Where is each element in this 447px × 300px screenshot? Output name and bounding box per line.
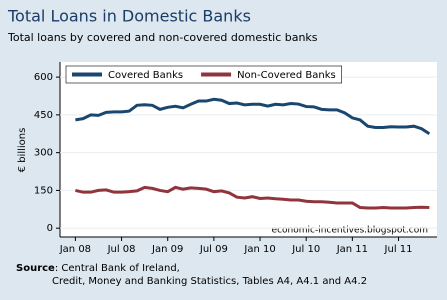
x-tick-label: Jan 10 [243, 244, 275, 255]
y-tick-label: 300 [34, 148, 53, 159]
annotation: economic-incentives.blogspot.com [272, 226, 428, 236]
source-line: : Central Bank of Ireland, [55, 263, 180, 274]
x-tick-label: Jan 09 [151, 244, 183, 255]
y-tick-label: 450 [34, 110, 53, 121]
y-axis-label: € billions [17, 128, 28, 173]
series-line [75, 97, 431, 136]
chart-title: Total Loans in Domestic Banks [7, 7, 251, 26]
source-line: Credit, Money and Banking Statistics, Ta… [52, 276, 367, 287]
x-tick-label: Jul 09 [199, 244, 228, 255]
source-label: Source [16, 263, 55, 274]
x-tick-label: Jan 11 [336, 244, 368, 255]
y-tick-label: 600 [34, 72, 53, 83]
x-tick-label: Jan 08 [59, 244, 91, 255]
chart-subtitle: Total loans by covered and non-covered d… [7, 31, 318, 44]
legend-label: Covered Banks [108, 70, 183, 81]
legend-label: Non-Covered Banks [237, 70, 336, 81]
x-tick-label: Jul 10 [291, 244, 320, 255]
y-tick-label: 0 [47, 223, 53, 234]
x-tick-label: Jul 11 [384, 244, 413, 255]
plot-area [60, 62, 437, 237]
series-line [75, 185, 430, 210]
y-tick-label: 150 [34, 185, 53, 196]
x-tick-label: Jul 08 [107, 244, 136, 255]
